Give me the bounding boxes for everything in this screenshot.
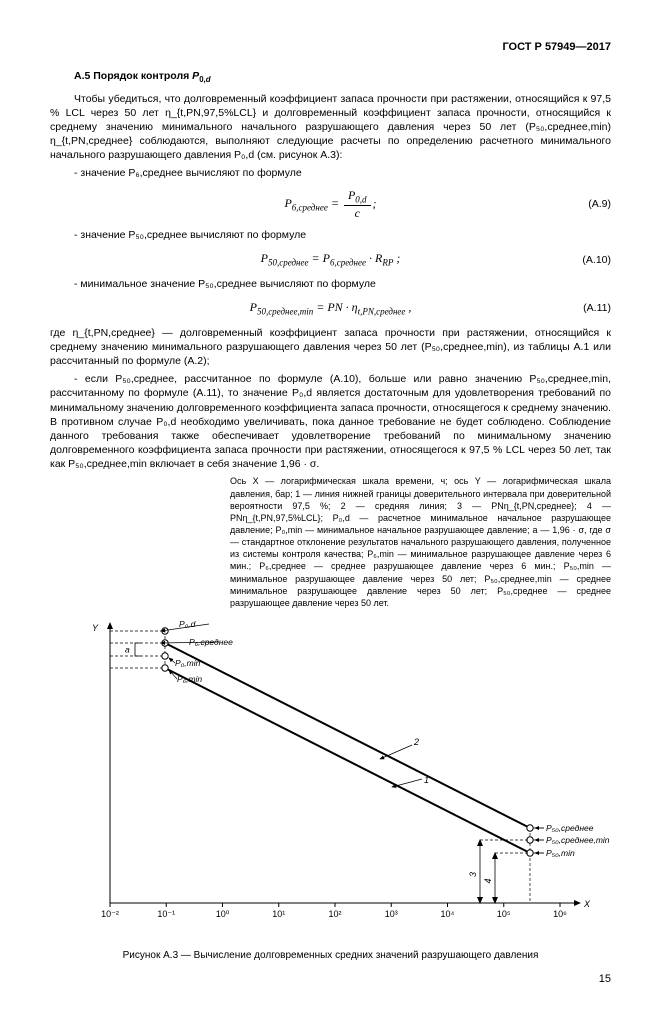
svg-text:a: a xyxy=(125,644,130,654)
f1-num: P0,d xyxy=(344,189,371,206)
svg-text:10²: 10² xyxy=(328,909,341,919)
formula-3: P50,среднее,min = PN · ηt,PN,среднее , xyxy=(250,299,412,318)
svg-text:P₅₀,среднее,min: P₅₀,среднее,min xyxy=(546,835,610,845)
list-item-2: - значение P₅₀,среднее вычисляют по форм… xyxy=(50,228,611,242)
svg-text:10⁻²: 10⁻² xyxy=(101,909,119,919)
svg-text:Y: Y xyxy=(92,623,99,633)
svg-text:3: 3 xyxy=(468,872,478,877)
formula-row-1: P6,среднее = P0,d c ; (А.9) xyxy=(50,189,611,221)
condition-paragraph: - если P₅₀,среднее, рассчитанное по форм… xyxy=(50,372,611,471)
intro-paragraph: Чтобы убедиться, что долговременный коэф… xyxy=(50,92,611,163)
formula-2: P50,среднее = P6,среднее · RRP ; xyxy=(261,250,401,269)
svg-text:P₅₀,среднее: P₅₀,среднее xyxy=(546,823,594,833)
f1-frac: P0,d c xyxy=(344,189,371,221)
svg-text:10⁵: 10⁵ xyxy=(497,909,511,919)
svg-text:10⁰: 10⁰ xyxy=(216,909,230,919)
formula-num-1: (А.9) xyxy=(588,197,611,211)
figure-caption: Рисунок А.3 — Вычисление долговременных … xyxy=(50,949,611,963)
list-item-3: - минимальное значение P₅₀,среднее вычис… xyxy=(50,277,611,291)
figure-legend: Ось X — логарифмическая шкала времени, ч… xyxy=(230,475,611,609)
doc-header: ГОСТ Р 57949—2017 xyxy=(50,40,611,55)
svg-text:P₆,min: P₆,min xyxy=(177,674,202,684)
svg-text:4: 4 xyxy=(483,878,493,883)
svg-text:10⁶: 10⁶ xyxy=(553,909,567,919)
figure-a3: Y X 10⁻² 10⁻¹ 10⁰ 10¹ 10² 10³ 10⁴ 10⁵ 10⁶ P₀,d P₆,ср… xyxy=(50,613,611,943)
where-paragraph: где η_{t,PN,среднее} — долговременный ко… xyxy=(50,326,611,369)
svg-text:P₆,среднее: P₆,среднее xyxy=(189,637,233,647)
formula-1: P6,среднее = P0,d c ; xyxy=(284,189,376,221)
list-item-1: - значение P₆,среднее вычисляют по форму… xyxy=(50,166,611,180)
svg-text:2: 2 xyxy=(413,737,419,747)
f1-den: c xyxy=(344,206,371,220)
chart-svg: Y X 10⁻² 10⁻¹ 10⁰ 10¹ 10² 10³ 10⁴ 10⁵ 10⁶ P₀,d P₆,ср… xyxy=(50,613,610,943)
formula-row-2: P50,среднее = P6,среднее · RRP ; (А.10) xyxy=(50,250,611,269)
page-number: 15 xyxy=(50,972,611,987)
svg-text:1: 1 xyxy=(424,775,429,785)
svg-text:X: X xyxy=(583,899,591,909)
f1-tail: ; xyxy=(373,196,377,210)
section-title: А.5 Порядок контроля P0,d xyxy=(50,69,611,86)
svg-text:P₀,min: P₀,min xyxy=(175,658,201,668)
svg-text:10⁴: 10⁴ xyxy=(441,909,455,919)
f1-lhs: P6,среднее = xyxy=(284,196,341,210)
formula-row-3: P50,среднее,min = PN · ηt,PN,среднее , (… xyxy=(50,299,611,318)
formula-num-3: (А.11) xyxy=(583,301,611,315)
svg-text:10⁻¹: 10⁻¹ xyxy=(157,909,175,919)
svg-text:10¹: 10¹ xyxy=(272,909,285,919)
formula-num-2: (А.10) xyxy=(582,253,611,267)
svg-text:P₅₀,min: P₅₀,min xyxy=(546,848,575,858)
svg-text:P₀,d: P₀,d xyxy=(179,619,196,629)
svg-text:10³: 10³ xyxy=(385,909,398,919)
